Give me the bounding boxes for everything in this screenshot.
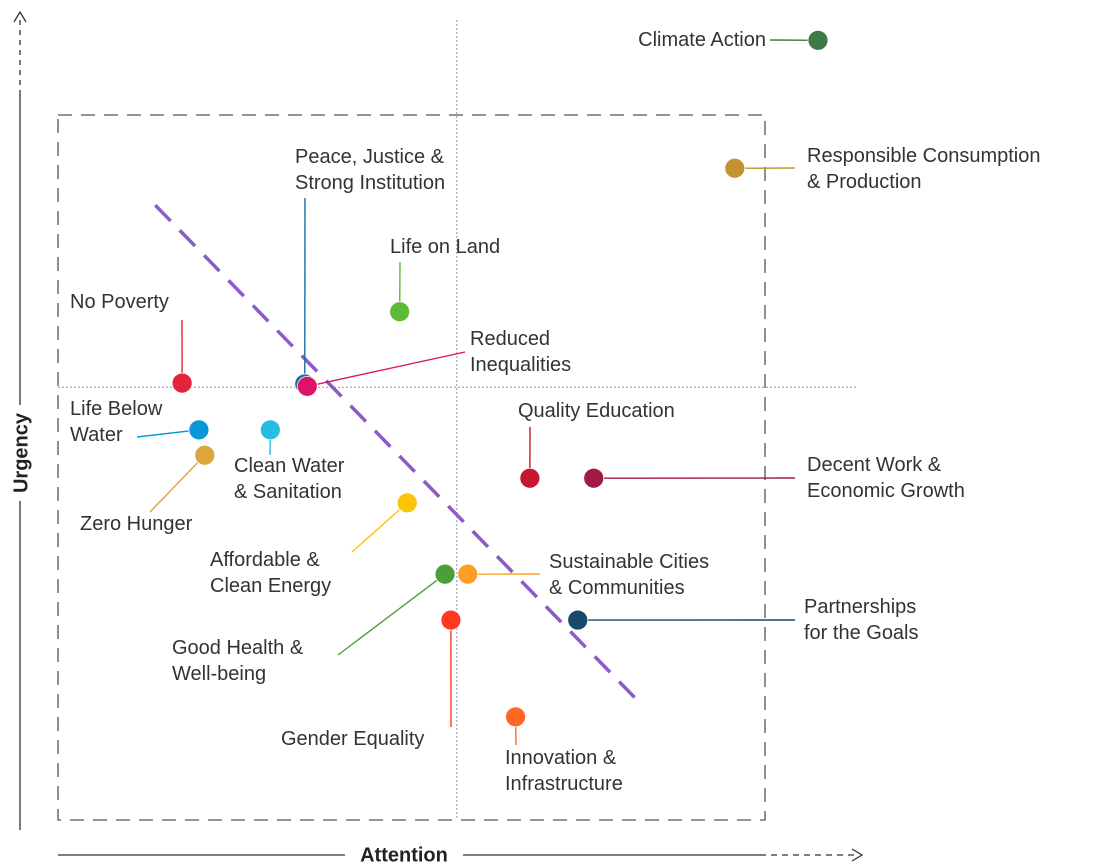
point bbox=[567, 609, 589, 631]
x-axis-label: Attention bbox=[360, 844, 448, 866]
x-label-bg bbox=[345, 842, 463, 867]
trend-line bbox=[153, 203, 642, 705]
point bbox=[194, 444, 216, 466]
point-label: Peace, Justice & Strong Institution bbox=[295, 146, 446, 194]
point-label: Responsible Consumption & Production bbox=[807, 145, 1041, 193]
point-label: No Poverty bbox=[70, 291, 169, 313]
point bbox=[724, 157, 746, 179]
point-label: Life Below Water bbox=[70, 398, 163, 446]
point-label: Clean Water & Sanitation bbox=[234, 455, 345, 503]
y-arrow bbox=[13, 10, 27, 23]
point bbox=[396, 492, 418, 514]
point bbox=[807, 29, 829, 51]
point-label: Decent Work & Economic Growth bbox=[807, 454, 965, 502]
point bbox=[188, 419, 210, 441]
leader-line bbox=[149, 454, 206, 513]
plot-box bbox=[57, 114, 766, 821]
point-label: Reduced Inequalities bbox=[470, 328, 572, 376]
y-label-bg bbox=[8, 405, 34, 501]
point bbox=[171, 372, 193, 394]
point bbox=[389, 301, 411, 323]
point bbox=[440, 609, 462, 631]
point-label: Climate Action bbox=[638, 29, 766, 51]
point-label: Affordable & Clean Energy bbox=[210, 549, 332, 597]
y-axis-label: Urgency bbox=[10, 412, 32, 493]
point-label: Good Health & Well-being bbox=[172, 637, 304, 685]
point bbox=[434, 563, 456, 585]
point bbox=[457, 563, 479, 585]
leader-line bbox=[307, 351, 466, 388]
x-arrow bbox=[851, 848, 864, 862]
point-label: Zero Hunger bbox=[80, 513, 193, 535]
point-label: Innovation & Infrastructure bbox=[505, 747, 623, 795]
point-label: Partnerships for the Goals bbox=[804, 596, 919, 644]
leader-line bbox=[351, 502, 408, 553]
point-label: Sustainable Cities & Communities bbox=[549, 551, 710, 599]
leader-line bbox=[337, 573, 446, 656]
point bbox=[583, 467, 605, 489]
point bbox=[296, 375, 318, 397]
point bbox=[519, 467, 541, 489]
point-label: Gender Equality bbox=[281, 728, 425, 750]
point-label: Quality Education bbox=[518, 400, 675, 422]
point-label: Life on Land bbox=[390, 236, 501, 258]
point bbox=[505, 706, 526, 728]
point bbox=[259, 419, 281, 441]
